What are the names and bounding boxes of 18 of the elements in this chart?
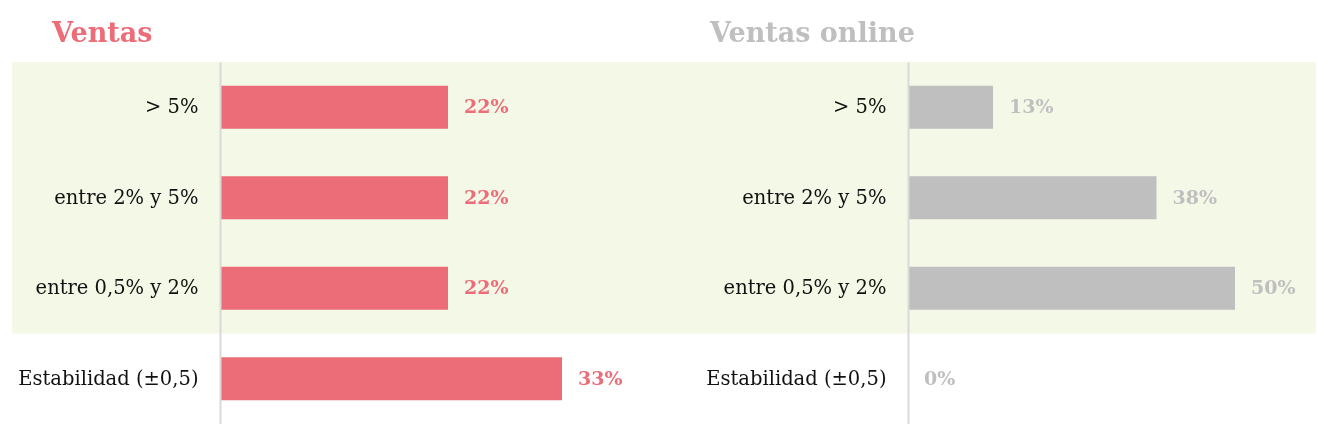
- data-label: 50%: [1251, 276, 1296, 299]
- data-label: 33%: [578, 366, 623, 389]
- y-tick-label: > 5%: [833, 95, 887, 119]
- chart-title: Ventas online: [709, 17, 915, 48]
- y-tick-label: Estabilidad (±0,5): [706, 366, 887, 390]
- data-label: 38%: [1172, 185, 1218, 208]
- y-tick-label: > 5%: [145, 95, 199, 119]
- y-tick-label: entre 0,5% y 2%: [723, 276, 887, 300]
- y-tick-label: entre 2% y 5%: [742, 185, 887, 209]
- data-label: 22%: [464, 185, 509, 208]
- data-label: 13%: [1009, 95, 1054, 118]
- y-tick-label: entre 0,5% y 2%: [35, 276, 199, 300]
- chart-title: Ventas: [51, 17, 153, 48]
- y-tick-label: Estabilidad (±0,5): [18, 366, 199, 390]
- data-label: 22%: [464, 276, 509, 299]
- data-label: 22%: [464, 95, 509, 118]
- y-tick-label: entre 2% y 5%: [54, 185, 199, 209]
- data-label: 0%: [924, 366, 956, 389]
